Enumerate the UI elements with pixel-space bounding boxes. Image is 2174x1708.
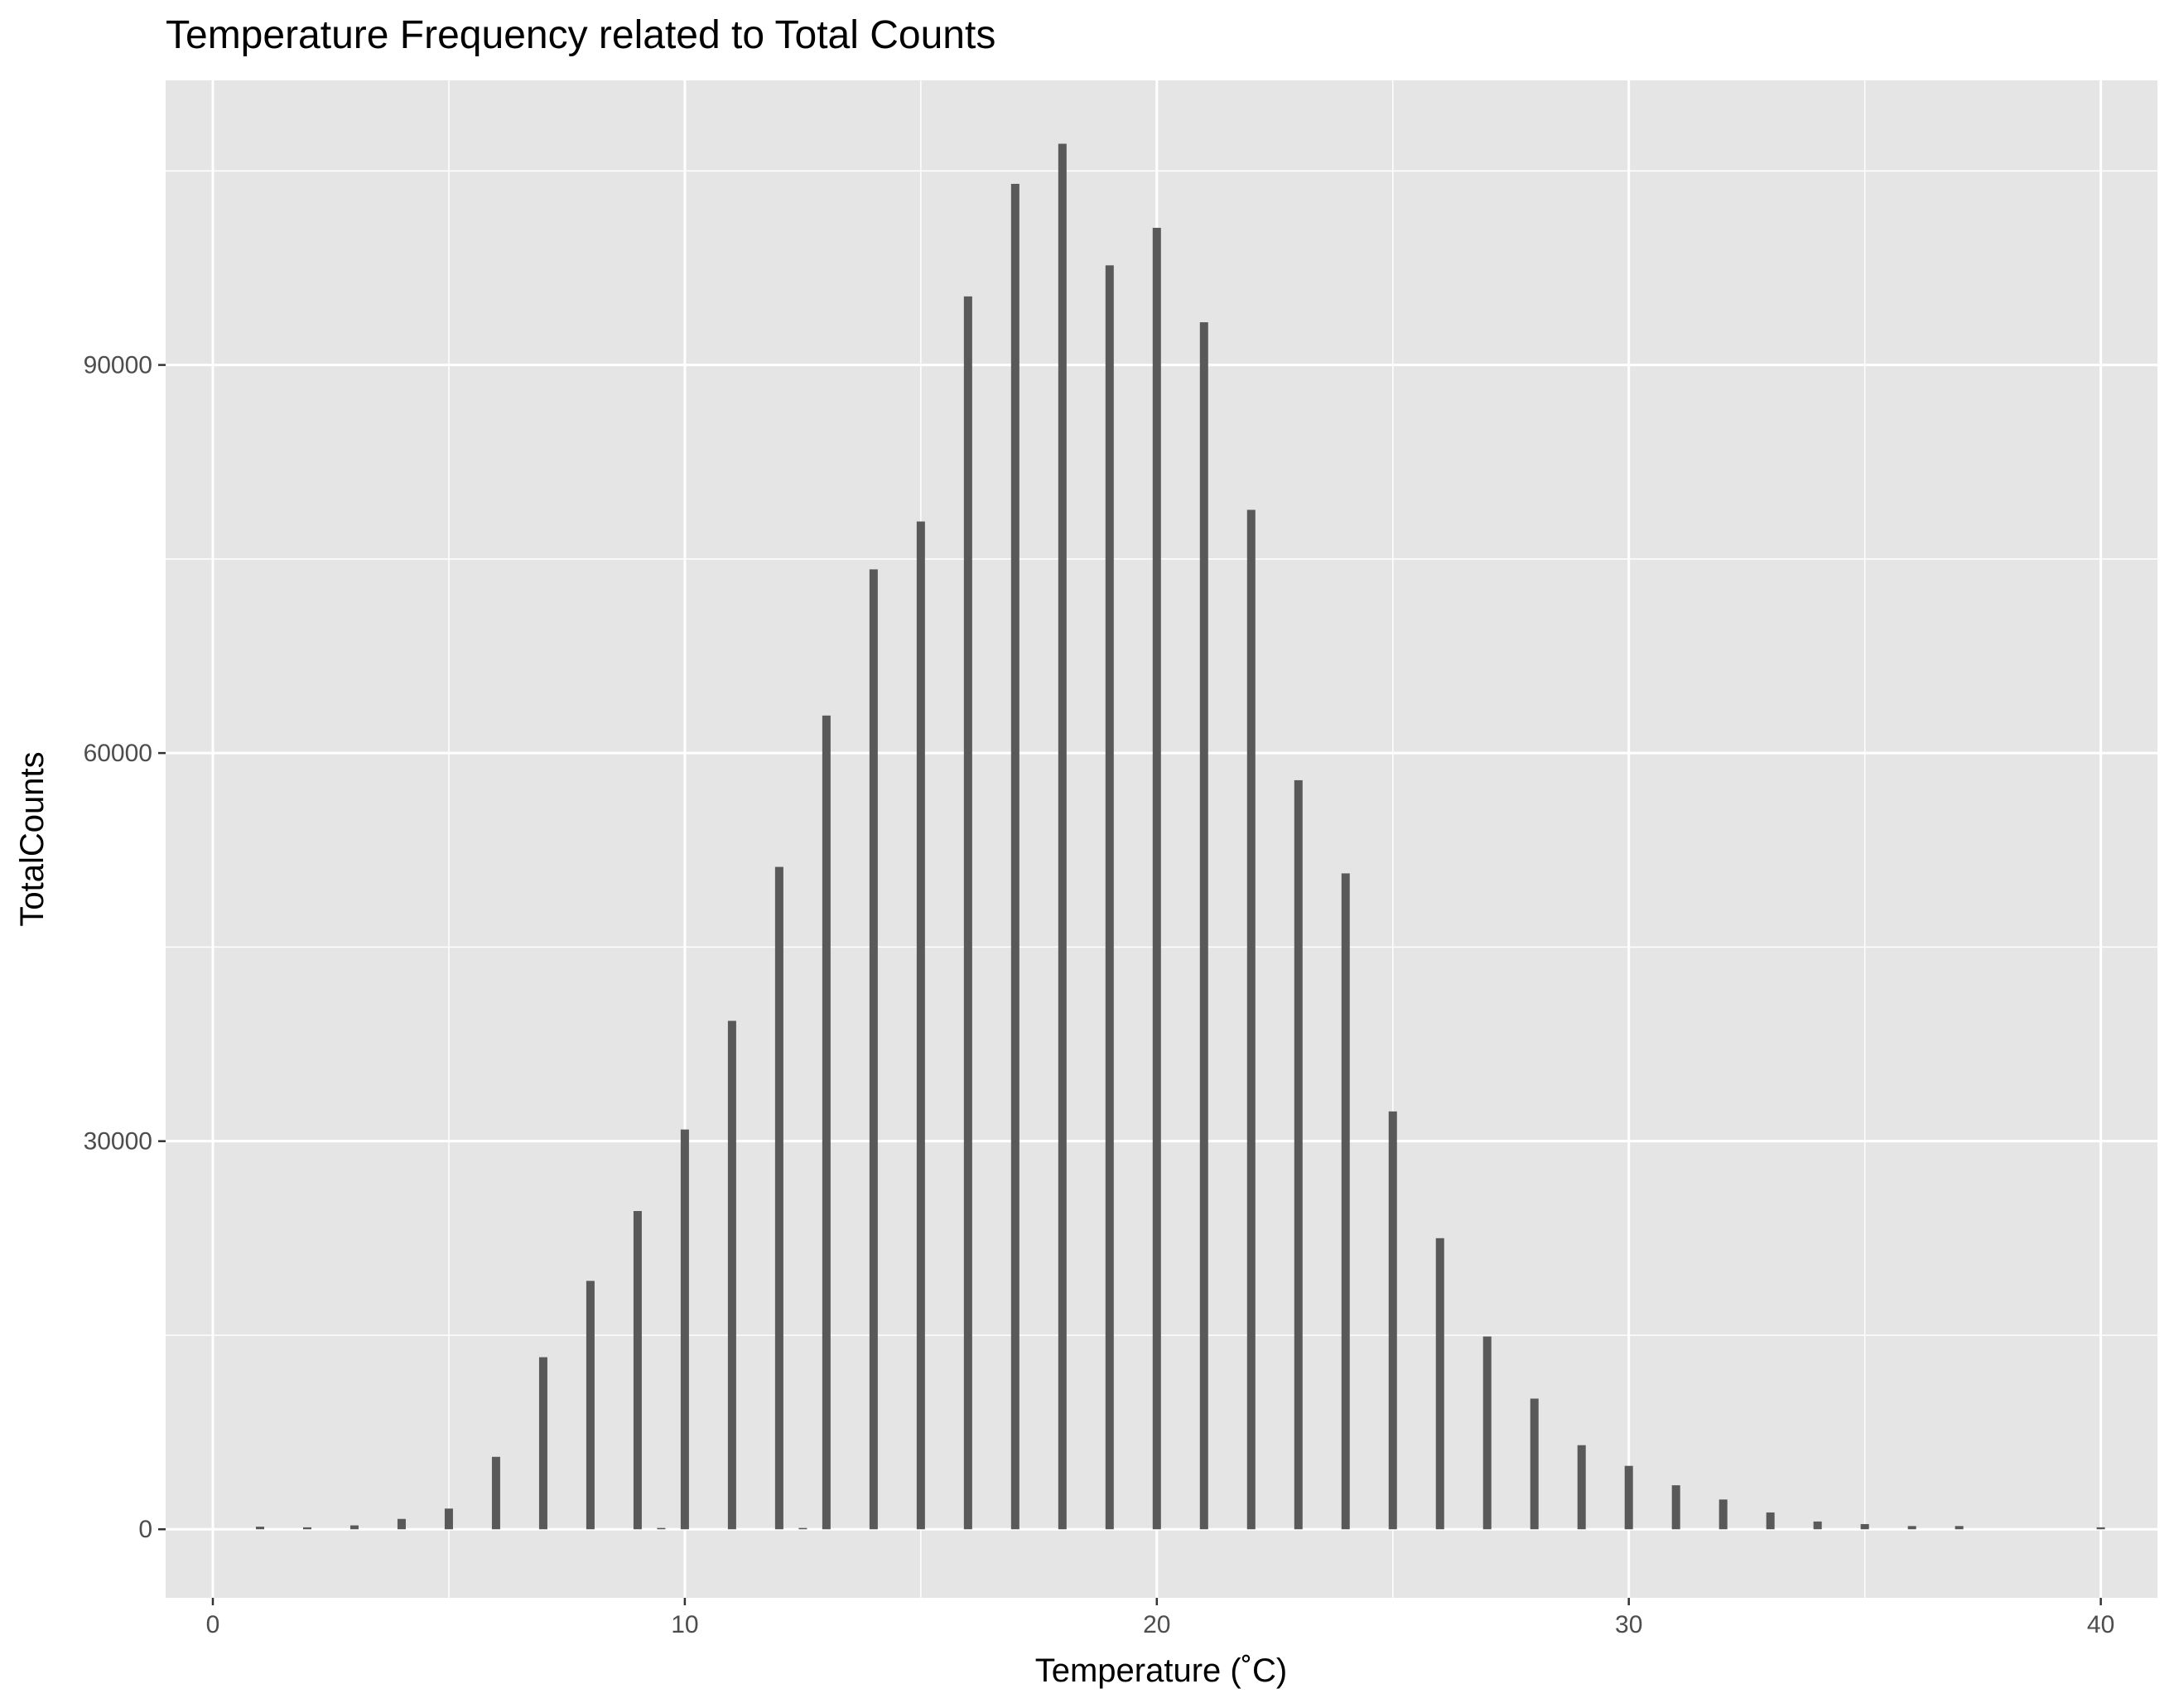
- x-axis: 0 10 20 30 40: [206, 1598, 2114, 1638]
- bar: [727, 1020, 736, 1530]
- bar: [1294, 779, 1303, 1530]
- y-tick-label: 30000: [84, 1128, 152, 1156]
- x-tick-label: 40: [2087, 1611, 2114, 1638]
- bar: [822, 715, 831, 1530]
- bar: [963, 296, 972, 1530]
- minor-gridlines: [166, 80, 2157, 1598]
- bar: [1718, 1499, 1728, 1530]
- bar: [1435, 1238, 1444, 1530]
- y-axis: 0 30000 60000 90000: [84, 352, 166, 1543]
- bar: [1671, 1485, 1680, 1530]
- bar: [869, 569, 878, 1530]
- y-tick-label: 90000: [84, 352, 152, 379]
- bar: [538, 1357, 547, 1530]
- bar: [633, 1211, 642, 1530]
- plot-panel: [166, 80, 2157, 1598]
- bar: [1246, 509, 1256, 1530]
- bar: [1482, 1336, 1492, 1530]
- bars: [255, 143, 2105, 1530]
- bar: [255, 1527, 264, 1530]
- x-tick-label: 30: [1615, 1611, 1642, 1638]
- bar: [397, 1518, 406, 1530]
- bar: [444, 1508, 453, 1530]
- x-tick-label: 10: [671, 1611, 698, 1638]
- bar: [1010, 183, 1020, 1530]
- bar: [1860, 1523, 1869, 1530]
- bar: [1152, 228, 1161, 1530]
- bar: [1577, 1445, 1586, 1530]
- bar: [1813, 1521, 1822, 1530]
- bar: [916, 521, 925, 1530]
- bar: [1766, 1512, 1775, 1530]
- bar: [657, 1527, 666, 1530]
- bar: [491, 1456, 500, 1530]
- x-axis-title: Temperature (˚C): [1035, 1653, 1288, 1689]
- bar: [1955, 1526, 1964, 1530]
- chart-title: Temperature Frequency related to Total C…: [166, 13, 995, 57]
- bar: [1341, 873, 1350, 1530]
- bar: [1624, 1465, 1633, 1530]
- x-tick-label: 0: [206, 1611, 220, 1638]
- x-tick-label: 20: [1143, 1611, 1170, 1638]
- bar: [1907, 1526, 1916, 1530]
- bar: [774, 866, 783, 1530]
- bar: [1105, 265, 1114, 1530]
- bar: [2096, 1527, 2105, 1530]
- y-tick-label: 60000: [84, 740, 152, 767]
- y-tick-label: 0: [138, 1516, 152, 1543]
- bar: [1058, 143, 1067, 1530]
- y-axis-title: TotalCounts: [14, 751, 51, 926]
- bar: [349, 1525, 359, 1530]
- bar: [586, 1281, 595, 1530]
- bar: [680, 1129, 689, 1530]
- bar: [1530, 1398, 1539, 1530]
- bar: [1388, 1111, 1397, 1530]
- bar: [798, 1527, 807, 1530]
- bar: [302, 1527, 311, 1530]
- bar: [1199, 322, 1208, 1530]
